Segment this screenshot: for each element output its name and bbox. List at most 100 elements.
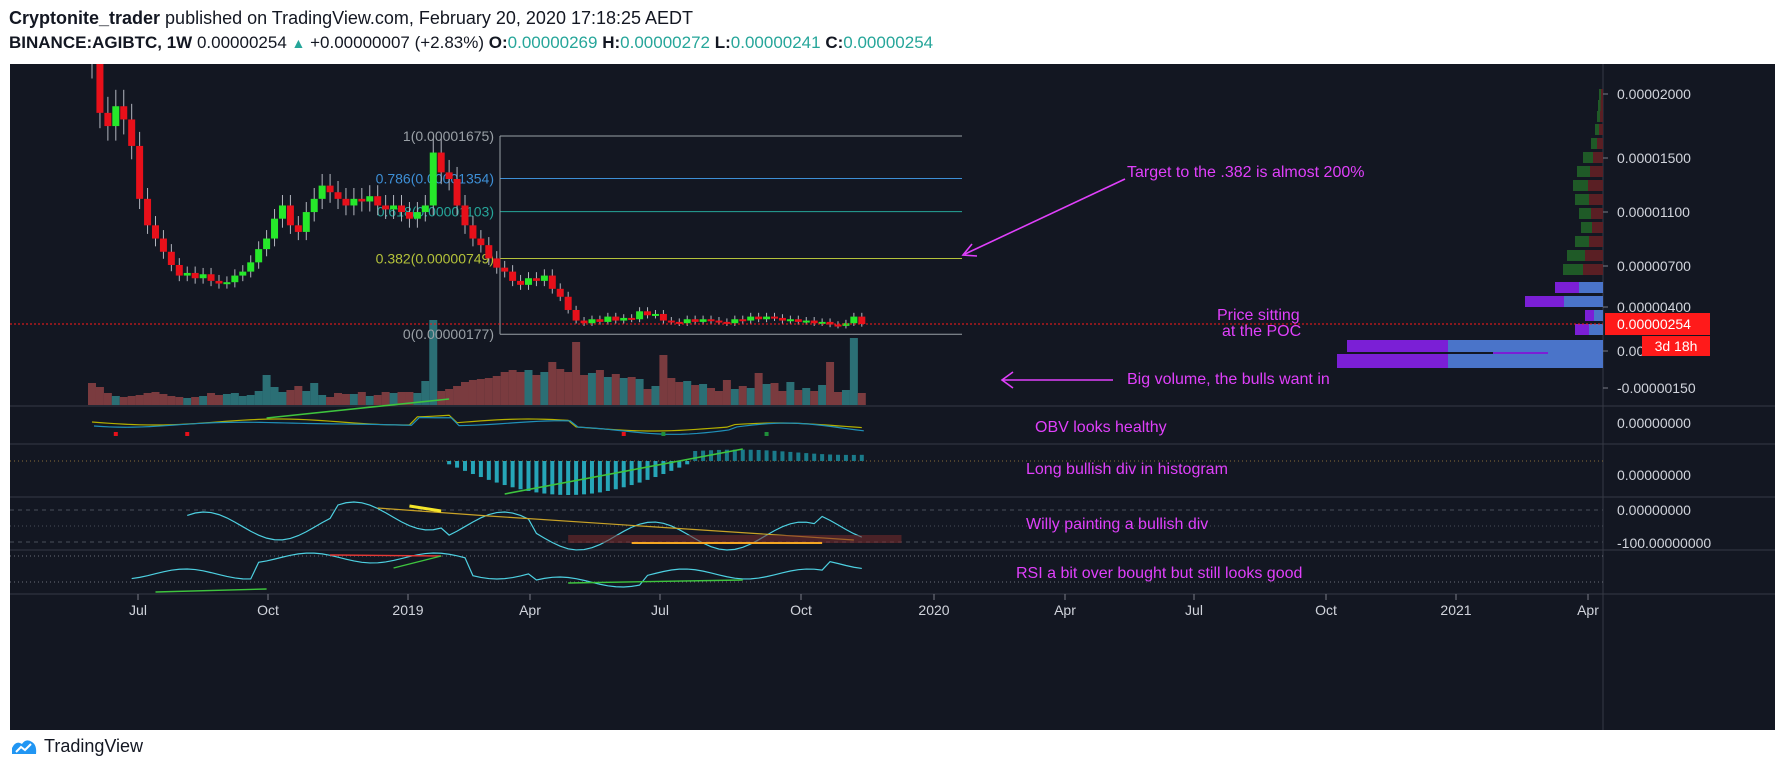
candle[interactable] <box>580 320 588 324</box>
candle[interactable] <box>731 319 739 324</box>
candle[interactable] <box>715 320 723 323</box>
candle[interactable] <box>763 316 771 320</box>
candle[interactable] <box>231 275 239 283</box>
candle[interactable] <box>151 225 159 239</box>
candle[interactable] <box>302 212 310 232</box>
candle[interactable] <box>255 249 263 263</box>
poc-annotation-line1[interactable]: Price sitting <box>1217 307 1300 324</box>
candle[interactable] <box>802 320 810 323</box>
candle[interactable] <box>294 225 302 232</box>
candle[interactable] <box>794 319 802 322</box>
candle[interactable] <box>342 198 350 206</box>
candle[interactable] <box>842 323 850 326</box>
candle[interactable] <box>445 172 453 179</box>
candle[interactable] <box>755 316 763 320</box>
chart-area[interactable]: 1(0.00001675)0.786(0.00001354)0.618(0.00… <box>0 19 1785 730</box>
candle[interactable] <box>548 275 556 289</box>
candle[interactable] <box>429 152 437 206</box>
candle[interactable] <box>144 198 152 226</box>
last-price-badge[interactable] <box>1605 313 1710 336</box>
candle[interactable] <box>215 280 223 284</box>
candle[interactable] <box>310 198 318 213</box>
candle[interactable] <box>493 258 501 268</box>
candle[interactable] <box>675 321 683 324</box>
candle[interactable] <box>437 152 445 173</box>
chart-canvas[interactable]: 1(0.00001675)0.786(0.00001354)0.618(0.00… <box>0 19 1785 730</box>
arrow-target[interactable] <box>964 178 1126 255</box>
candle[interactable] <box>540 275 548 281</box>
candle[interactable] <box>461 205 469 226</box>
candle[interactable] <box>247 262 255 272</box>
candle[interactable] <box>120 106 128 120</box>
candle[interactable] <box>350 198 358 206</box>
candle[interactable] <box>199 274 207 279</box>
candle[interactable] <box>834 324 842 327</box>
candle[interactable] <box>628 317 636 320</box>
candle[interactable] <box>96 59 104 113</box>
candle[interactable] <box>572 309 580 321</box>
candle[interactable] <box>691 319 699 322</box>
annotations[interactable]: Target to the .382 is almost 200% Price s… <box>961 164 1364 582</box>
candle[interactable] <box>334 192 342 199</box>
candle[interactable] <box>524 278 532 285</box>
candle[interactable] <box>667 320 675 323</box>
candle[interactable] <box>644 311 652 316</box>
candle[interactable] <box>532 278 540 281</box>
candle[interactable] <box>651 313 659 316</box>
candle[interactable] <box>564 296 572 310</box>
candle[interactable] <box>223 282 231 285</box>
obv-annotation[interactable]: OBV looks healthy <box>1035 419 1167 436</box>
brand-name[interactable]: TradingView <box>44 735 144 756</box>
candle[interactable] <box>112 106 120 127</box>
candle[interactable] <box>183 272 191 276</box>
williams-annotation[interactable]: Willy painting a bullish div <box>1026 516 1208 533</box>
candle[interactable] <box>739 319 747 322</box>
candle[interactable] <box>159 238 167 252</box>
candles[interactable] <box>88 19 866 329</box>
candle[interactable] <box>390 205 398 210</box>
candle[interactable] <box>707 319 715 322</box>
candle[interactable] <box>263 238 271 250</box>
candle[interactable] <box>239 271 247 276</box>
candle[interactable] <box>612 316 620 321</box>
candle[interactable] <box>477 238 485 246</box>
candle[interactable] <box>699 319 707 322</box>
candle[interactable] <box>858 316 866 325</box>
candle[interactable] <box>358 198 366 202</box>
rsi-annotation[interactable]: RSI a bit over bought but still looks go… <box>1016 565 1302 582</box>
candle[interactable] <box>271 218 279 239</box>
author-name[interactable]: Cryptonite_trader <box>9 8 161 28</box>
candle[interactable] <box>723 321 731 324</box>
candle[interactable] <box>636 311 644 320</box>
macd-annotation[interactable]: Long bullish div in histogram <box>1026 461 1228 478</box>
candle[interactable] <box>604 316 612 322</box>
fib-retracement[interactable]: 1(0.00001675)0.786(0.00001354)0.618(0.00… <box>376 128 962 342</box>
candle[interactable] <box>398 205 406 213</box>
poc-annotation-line2[interactable]: at the POC <box>1222 323 1301 340</box>
candle[interactable] <box>128 119 136 146</box>
volume-annotation[interactable]: Big volume, the bulls want in <box>1127 371 1330 388</box>
candle[interactable] <box>382 205 390 210</box>
candle[interactable] <box>207 274 215 281</box>
candle[interactable] <box>771 316 779 319</box>
candle[interactable] <box>191 272 199 279</box>
candle[interactable] <box>786 319 794 322</box>
candle[interactable] <box>501 267 509 272</box>
candle[interactable] <box>136 145 144 199</box>
candle[interactable] <box>596 319 604 322</box>
candle[interactable] <box>469 225 477 239</box>
candle[interactable] <box>778 317 786 321</box>
candle[interactable] <box>413 212 421 219</box>
candle[interactable] <box>175 265 183 276</box>
candle[interactable] <box>405 212 413 219</box>
candle[interactable] <box>810 320 818 324</box>
candle[interactable] <box>104 112 112 127</box>
candle[interactable] <box>517 280 525 285</box>
candle[interactable] <box>453 179 461 206</box>
candle[interactable] <box>659 313 667 321</box>
candle[interactable] <box>167 251 175 265</box>
candle[interactable] <box>509 271 517 281</box>
candle[interactable] <box>326 185 334 193</box>
candle[interactable] <box>620 317 628 321</box>
candle[interactable] <box>485 245 493 259</box>
